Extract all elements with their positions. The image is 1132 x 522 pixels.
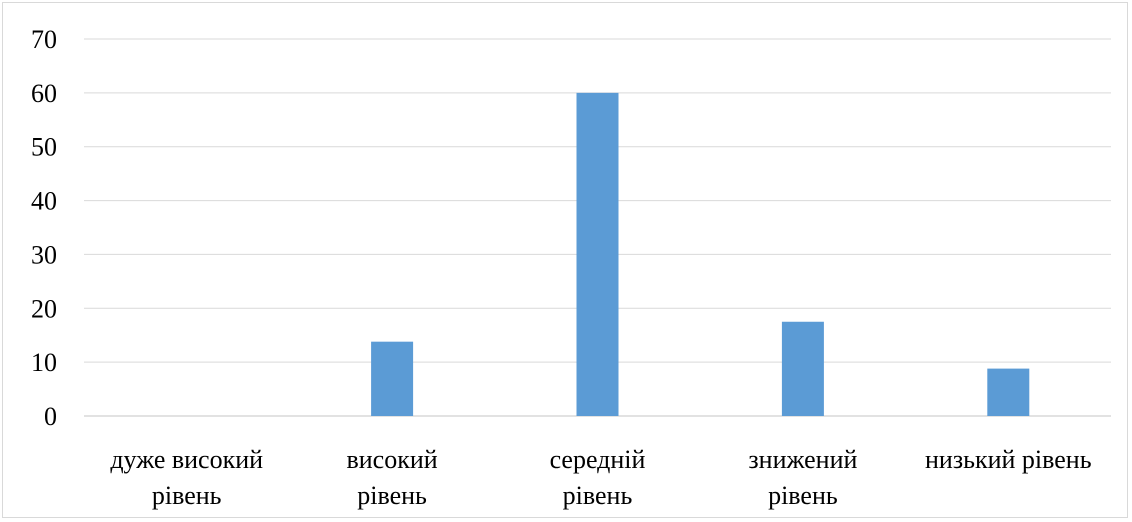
bar xyxy=(576,92,619,416)
y-tick-label: 10 xyxy=(31,348,57,377)
x-category-label: високий рівень xyxy=(346,445,437,510)
x-category-label-line: середній xyxy=(550,445,646,474)
bar xyxy=(987,368,1030,416)
bar xyxy=(371,341,414,416)
x-category-label-line: низький рівень xyxy=(925,445,1092,474)
y-axis-tick-labels: 0 10 20 30 40 50 60 70 xyxy=(31,25,57,431)
x-category-label-line: дуже високий xyxy=(110,445,263,474)
x-category-label-line: високий xyxy=(346,445,437,474)
x-category-label: низький рівень xyxy=(925,445,1092,474)
y-tick-label: 30 xyxy=(31,240,57,269)
x-category-label-line: рівень xyxy=(563,481,633,510)
y-tick-label: 50 xyxy=(31,133,57,162)
bar xyxy=(781,321,824,416)
y-tick-label: 0 xyxy=(44,402,57,431)
x-category-label-line: знижений xyxy=(748,445,857,474)
x-category-label-line: рівень xyxy=(768,481,838,510)
y-tick-label: 20 xyxy=(31,294,57,323)
bars xyxy=(371,92,1030,416)
x-axis-category-labels: дуже високий рівень високий рівень середній р… xyxy=(110,445,1091,510)
x-category-label: середній рівень xyxy=(550,445,646,510)
y-tick-label: 70 xyxy=(31,25,57,54)
x-category-label: дуже високий рівень xyxy=(110,445,263,510)
x-category-label-line: рівень xyxy=(152,481,222,510)
x-category-label-line: рівень xyxy=(357,481,427,510)
x-category-label: знижений рівень xyxy=(748,445,857,510)
y-tick-label: 60 xyxy=(31,79,57,108)
y-tick-label: 40 xyxy=(31,187,57,216)
